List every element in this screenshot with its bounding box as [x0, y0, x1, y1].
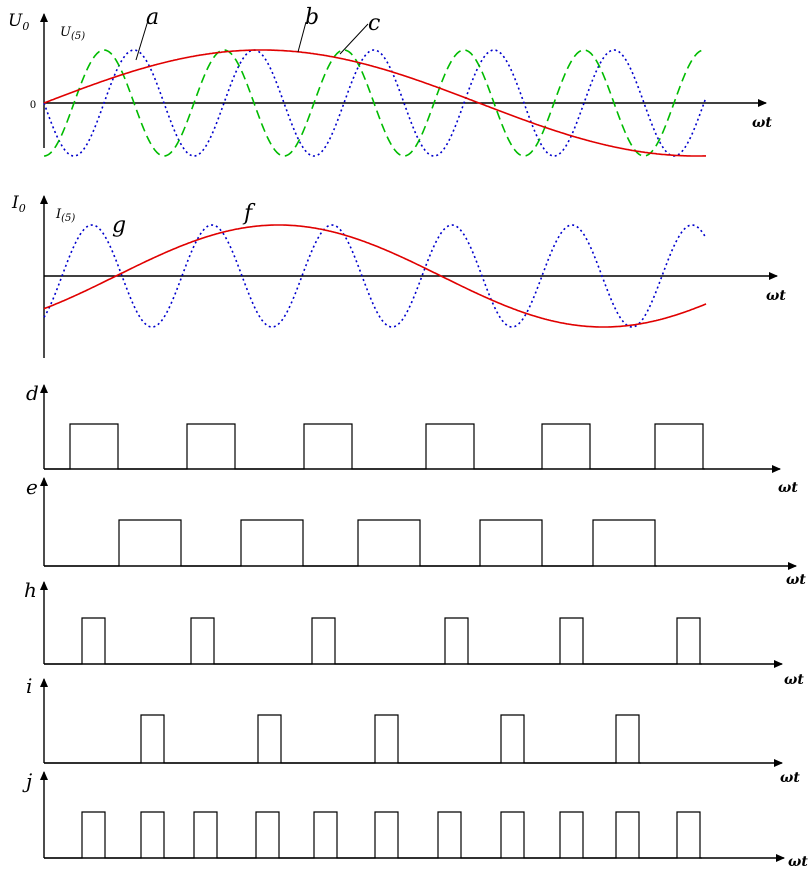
omega-t-label-i: ωt — [780, 770, 800, 786]
panel-j: j ωt — [22, 769, 808, 870]
pulse-train-h — [44, 617, 702, 665]
curve-c — [43, 49, 707, 157]
panel-d: d ωt — [26, 381, 798, 496]
i5-label: I(5) — [55, 207, 75, 224]
omega-t-label-j: ωt — [788, 854, 808, 870]
panel-voltage: U0 U(5) 0 ωt a b c — [8, 5, 772, 157]
label-d: d — [26, 381, 39, 405]
pulse-train-j — [44, 811, 702, 859]
panel-e: e ωt — [26, 475, 806, 588]
panel-i: i ωt — [26, 674, 800, 786]
label-j: j — [22, 769, 32, 793]
label-f: f — [242, 201, 256, 226]
label-g: g — [112, 213, 126, 238]
u0-axis-label: U0 — [8, 11, 29, 33]
omega-t-label-e: ωt — [786, 572, 806, 588]
label-c: c — [368, 11, 380, 36]
i0-axis-label: I0 — [11, 193, 26, 215]
leader-a — [135, 13, 151, 61]
omega-t-label-2: ωt — [766, 288, 786, 304]
leader-b — [297, 21, 307, 53]
label-b: b — [305, 5, 319, 30]
omega-t-label-d: ωt — [778, 480, 798, 496]
curve-a — [43, 49, 706, 157]
panel-current: I0 I(5) ωt g f — [11, 193, 786, 358]
u5-label: U(5) — [60, 25, 85, 42]
label-e: e — [26, 475, 38, 499]
pulse-train-e — [44, 519, 657, 567]
omega-t-label-1: ωt — [752, 115, 772, 131]
pulse-train-i — [44, 714, 641, 764]
origin-label: 0 — [30, 97, 36, 111]
panel-h: h ωt — [24, 578, 804, 688]
pulse-train-d — [44, 423, 705, 470]
leader-c — [339, 23, 369, 55]
label-h: h — [24, 578, 37, 602]
label-a: a — [146, 5, 159, 30]
curve-g — [43, 224, 707, 328]
label-i: i — [26, 674, 32, 698]
omega-t-label-h: ωt — [784, 672, 804, 688]
curve-f — [43, 224, 707, 328]
